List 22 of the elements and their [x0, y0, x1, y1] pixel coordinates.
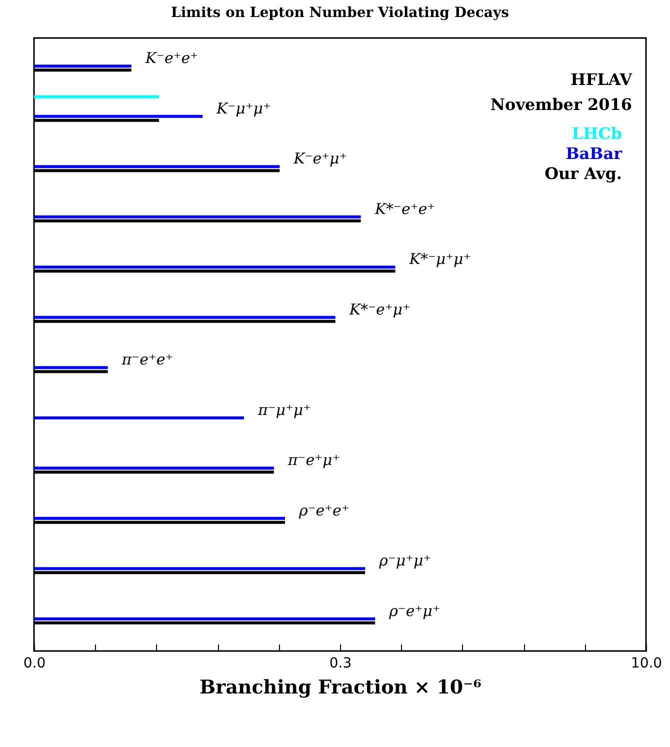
x-axis-title: Branching Fraction × 10⁻⁶ — [200, 676, 482, 698]
annotation: HFLAV — [570, 70, 633, 89]
chart-title: Limits on Lepton Number Violating Decays — [171, 5, 510, 21]
y-tick-label: K*⁻e⁺μ⁺ — [348, 300, 410, 318]
y-tick-label: ρ⁻e⁺e⁺ — [298, 501, 350, 520]
y-tick-label: π⁻μ⁺μ⁺ — [256, 400, 312, 419]
x-tick-label: 10.0 — [630, 656, 662, 672]
y-tick-label: K⁻μ⁺μ⁺ — [216, 99, 271, 118]
y-tick-label: π⁻e⁺e⁺ — [120, 350, 174, 369]
y-tick-label: K⁻e⁺μ⁺ — [292, 150, 348, 168]
y-tick-label: ρ⁻e⁺μ⁺ — [388, 602, 440, 620]
x-tick-label: 0.0 — [23, 656, 46, 672]
text: Our Avg. — [544, 164, 622, 183]
x-tick-label: 0.3 — [329, 656, 352, 672]
annotation: November 2016 — [490, 95, 632, 114]
y-tick-label: ρ⁻μ⁺μ⁺ — [378, 552, 432, 570]
y-tick-label: π⁻e⁺μ⁺ — [286, 451, 340, 470]
y-tick-label: K⁻e⁺e⁺ — [144, 49, 198, 68]
y-tick-label: K*⁻e⁺e⁺ — [374, 200, 436, 218]
y-tick-label: K*⁻μ⁺μ⁺ — [408, 250, 472, 268]
text: LHCb — [572, 124, 622, 143]
text: BaBar — [566, 144, 623, 163]
